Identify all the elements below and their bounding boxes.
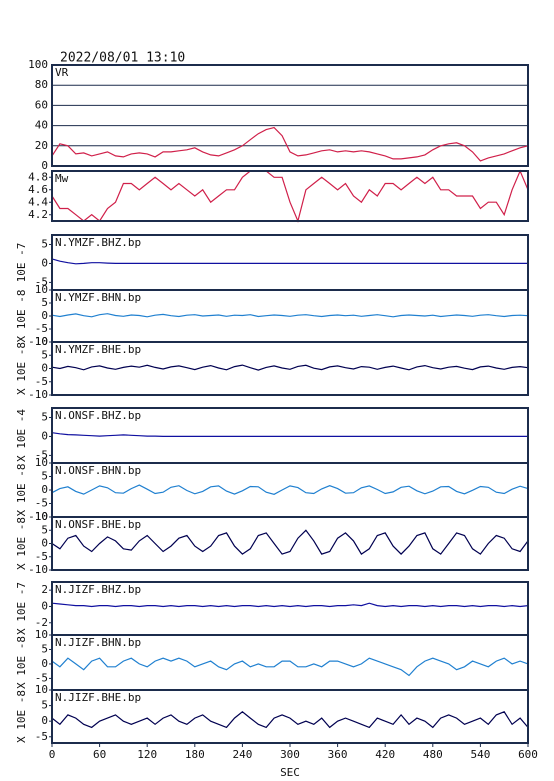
panel-label: VR (55, 66, 69, 79)
y-axis-label: X 10E -8 (15, 690, 28, 743)
trace (51, 432, 528, 437)
trace (51, 126, 529, 162)
y-tick-label: -2 (35, 616, 48, 629)
y-tick-label: 60 (35, 98, 48, 111)
x-tick-label: 60 (93, 748, 106, 761)
y-axis-label: X 10E -8 (15, 636, 28, 689)
y-tick-label: -5 (35, 730, 48, 743)
panel-label: N.JIZF.BHN.bp (55, 636, 141, 649)
panel-frame (51, 64, 529, 167)
y-tick-label: 0 (41, 429, 48, 442)
y-tick-label: -10 (28, 335, 48, 348)
y-tick-label: 40 (35, 119, 48, 132)
y-tick-label: 5 (41, 348, 48, 361)
y-tick-label: 10 (35, 283, 48, 296)
panel-label: N.YMZF.BHZ.bp (55, 236, 141, 249)
panel-label: N.YMZF.BHE.bp (55, 343, 141, 356)
y-tick-label: 10 (35, 683, 48, 696)
trace (51, 657, 529, 677)
y-axis-label: X 10E -8 (15, 464, 28, 517)
trace (51, 602, 529, 608)
y-tick-label: 0 (41, 599, 48, 612)
x-tick-label: 240 (232, 748, 252, 761)
x-tick-label: 480 (423, 748, 443, 761)
trace (51, 313, 529, 318)
y-tick-label: 10 (35, 335, 48, 348)
trace (51, 258, 528, 265)
x-tick-label: 120 (137, 748, 157, 761)
y-tick-label: 100 (28, 58, 48, 71)
x-axis-label: SEC (280, 766, 300, 779)
panel-label: N.ONSF.BHE.bp (55, 518, 141, 531)
y-tick-label: 20 (35, 139, 48, 152)
trace (51, 529, 529, 555)
panel-frame (51, 341, 529, 396)
x-tick-label: 420 (375, 748, 395, 761)
x-tick-label: 180 (185, 748, 205, 761)
trace (51, 484, 529, 495)
panel-label: N.JIZF.BHE.bp (55, 691, 141, 704)
y-axis-label: 10E -7 (15, 243, 28, 283)
y-tick-label: -5 (35, 448, 48, 461)
y-axis-label: X 10E -4 (15, 409, 28, 462)
y-tick-label: -5 (35, 550, 48, 563)
y-tick-label: 10 (35, 628, 48, 641)
y-tick-label: 0 (41, 309, 48, 322)
y-tick-label: 10 (35, 456, 48, 469)
y-tick-label: -5 (35, 375, 48, 388)
y-tick-label: 10 (35, 510, 48, 523)
y-tick-label: 0 (41, 256, 48, 269)
y-tick-label: 0 (41, 362, 48, 375)
panel-label: N.ONSF.BHZ.bp (55, 409, 141, 422)
y-tick-label: -5 (35, 275, 48, 288)
y-axis-label: X 10E -7 (15, 582, 28, 635)
y-tick-label: 0 (41, 714, 48, 727)
y-tick-label: 5 (41, 642, 48, 655)
y-tick-label: 5 (41, 410, 48, 423)
panel-label: N.ONSF.BHN.bp (55, 464, 141, 477)
x-tick-label: 540 (470, 748, 490, 761)
y-tick-label: 2 (41, 583, 48, 596)
y-axis-label: X 10E -8 (15, 290, 28, 343)
y-tick-label: -10 (28, 388, 48, 401)
x-tick-label: 600 (518, 748, 538, 761)
panel-frame (51, 170, 529, 222)
x-tick-label: 300 (280, 748, 300, 761)
y-tick-label: 4.2 (28, 208, 48, 221)
y-tick-label: 5 (41, 296, 48, 309)
x-tick-label: 0 (49, 748, 56, 761)
y-tick-label: 0 (41, 159, 48, 172)
y-tick-label: 4.6 (28, 183, 48, 196)
y-tick-label: 4.4 (28, 195, 48, 208)
y-tick-label: 0 (41, 483, 48, 496)
panel-label: Mw (55, 172, 69, 185)
y-axis-label: X 10E -8 (15, 342, 28, 395)
panel-frame (51, 516, 529, 571)
y-tick-label: 5 (41, 523, 48, 536)
panel-label: N.JIZF.BHZ.bp (55, 583, 141, 596)
y-tick-label: -10 (28, 563, 48, 576)
y-tick-label: -10 (28, 510, 48, 523)
y-tick-label: -5 (35, 322, 48, 335)
trace (51, 169, 529, 223)
y-tick-label: -5 (35, 497, 48, 510)
y-tick-label: 4.8 (28, 170, 48, 183)
y-tick-label: 80 (35, 78, 48, 91)
y-tick-label: 0 (41, 657, 48, 670)
y-axis-label: X 10E -8 (15, 517, 28, 570)
trace (51, 364, 529, 371)
x-tick-label: 360 (328, 748, 348, 761)
trace (51, 711, 529, 729)
y-tick-label: 5 (41, 237, 48, 250)
y-tick-label: 5 (41, 470, 48, 483)
y-tick-label: 5 (41, 699, 48, 712)
panel-label: N.YMZF.BHN.bp (55, 291, 141, 304)
chart-title: 2022/08/01 13:10 (60, 51, 185, 66)
y-tick-label: -5 (35, 671, 48, 684)
y-tick-label: 0 (41, 537, 48, 550)
